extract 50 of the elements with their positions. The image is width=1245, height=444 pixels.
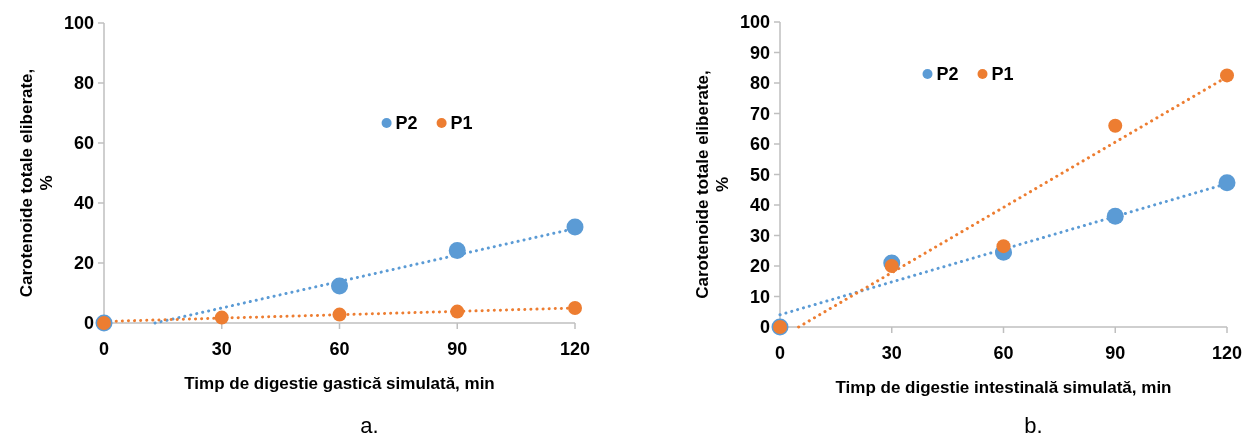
x-tick-label: 30 xyxy=(881,343,902,363)
point xyxy=(1220,68,1234,83)
y-tick-label: 10 xyxy=(749,286,770,307)
y-tick-label: 40 xyxy=(73,193,94,214)
x-tick-label: 90 xyxy=(1105,343,1126,363)
x-tick-label: 0 xyxy=(774,343,786,363)
y-tick-label: 80 xyxy=(749,73,770,94)
legend-label: P1 xyxy=(450,113,473,134)
y-tick-label: 20 xyxy=(749,256,770,277)
x-tick-label: 30 xyxy=(211,339,232,359)
point xyxy=(448,241,466,259)
point xyxy=(566,218,584,236)
point xyxy=(1108,118,1123,133)
point xyxy=(884,259,899,273)
x-tick-label: 120 xyxy=(559,339,591,359)
legend-label: P2 xyxy=(936,64,959,85)
y-tick-label: 40 xyxy=(749,195,770,216)
point xyxy=(1106,207,1124,225)
y-tick-label: 30 xyxy=(749,225,770,246)
x-axis-title: Timp de digestie gastică simulată, min xyxy=(184,374,495,393)
x-tick-label: 120 xyxy=(1211,343,1243,363)
y-tick-label: 60 xyxy=(749,134,770,155)
point xyxy=(332,307,347,322)
y-tick-label: 20 xyxy=(73,253,94,274)
x-tick-label: 0 xyxy=(98,339,110,359)
point xyxy=(996,239,1011,254)
y-tick-label: 80 xyxy=(73,73,94,94)
x-tick-label: 60 xyxy=(993,343,1014,363)
legend-label: P1 xyxy=(991,64,1014,85)
y-tick-label: 60 xyxy=(73,133,94,154)
x-tick-label: 90 xyxy=(447,339,468,359)
y-tick-label: 50 xyxy=(749,164,770,185)
point xyxy=(1218,174,1236,192)
y-axis-title: Carotenoide totale eliberate, % xyxy=(693,70,732,299)
point xyxy=(331,277,348,295)
y-tick-label: 100 xyxy=(739,12,770,33)
point xyxy=(568,301,582,315)
legend-label: P2 xyxy=(395,113,418,134)
y-tick-label: 0 xyxy=(83,313,94,334)
y-tick-label: 0 xyxy=(759,317,770,338)
y-tick-label: 70 xyxy=(749,103,770,124)
y-axis-title: Carotenoide totale eliberate, % xyxy=(17,68,56,298)
x-tick-label: 60 xyxy=(329,339,350,359)
text: a. xyxy=(360,413,379,438)
y-tick-label: 90 xyxy=(749,42,770,63)
point xyxy=(450,304,465,319)
x-axis-title: Timp de digestie intestinală simulată, min xyxy=(835,378,1172,397)
text: b. xyxy=(1024,413,1043,438)
y-tick-label: 100 xyxy=(63,13,94,34)
point xyxy=(214,310,229,325)
